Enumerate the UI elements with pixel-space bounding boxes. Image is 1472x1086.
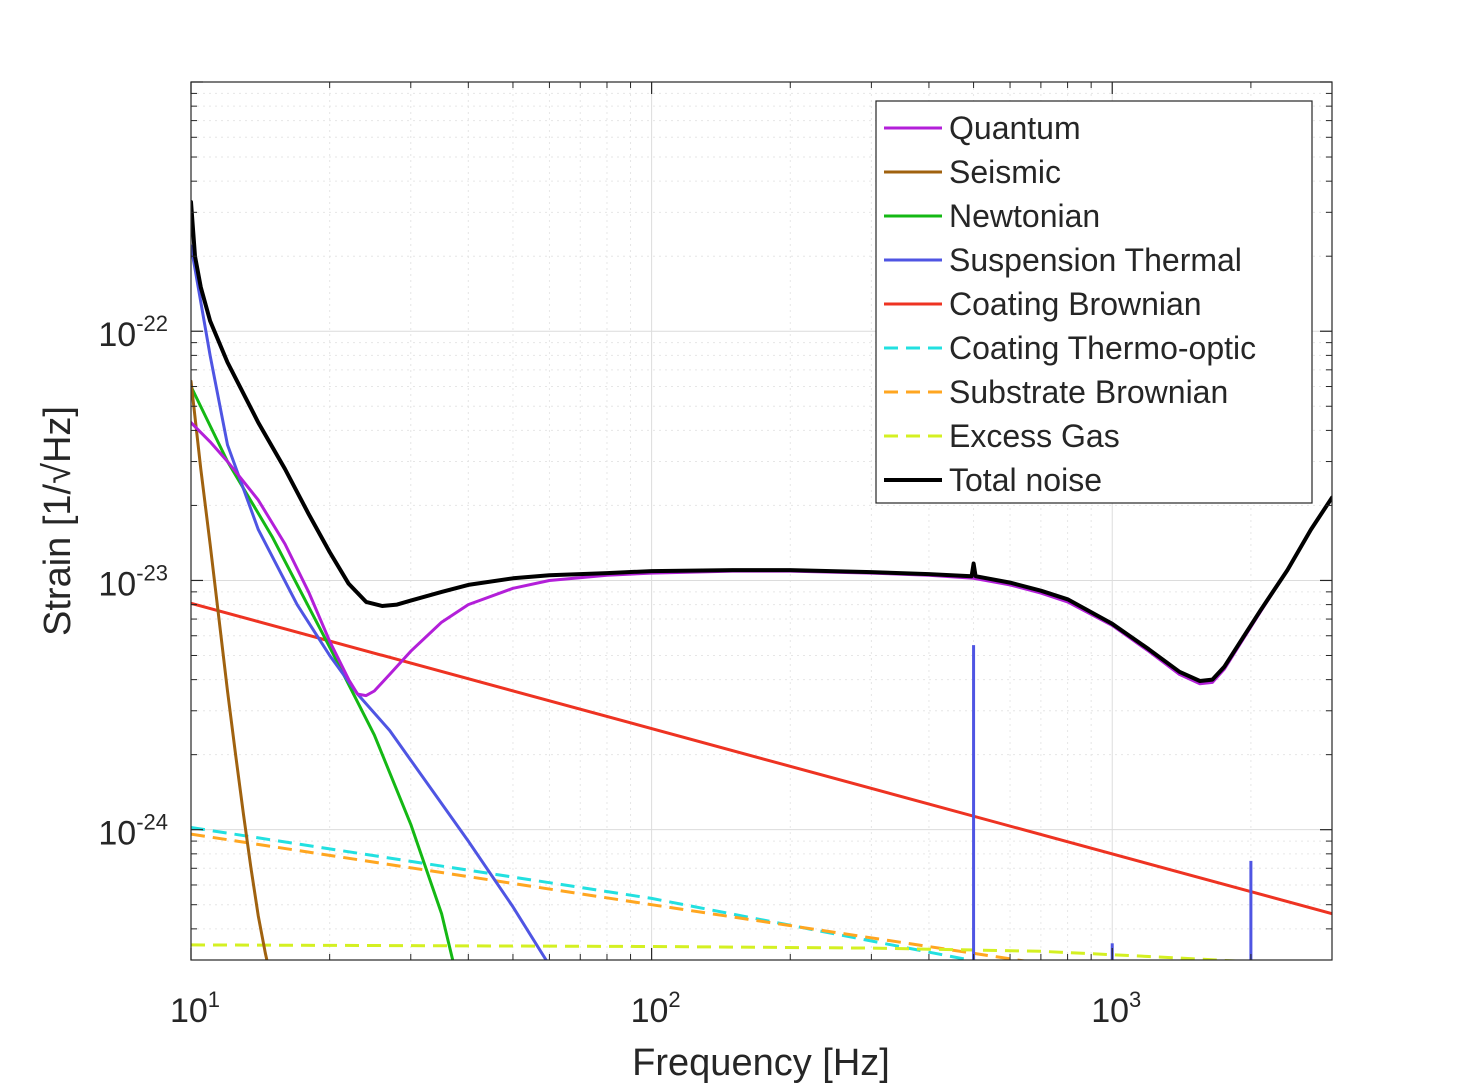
- series-excess-gas: [191, 943, 1246, 960]
- legend-label: Suspension Thermal: [949, 242, 1242, 278]
- y-tick-label: 10-23: [98, 560, 168, 603]
- series-suspension-thermal: [191, 244, 548, 960]
- legend-label: Newtonian: [949, 198, 1100, 234]
- x-tick-label: 103: [1091, 987, 1141, 1030]
- minor-grid: [191, 82, 1333, 961]
- legend-label: Total noise: [949, 462, 1102, 498]
- series-coating-thermo-optic: [191, 826, 970, 960]
- series-layer: [191, 200, 1332, 960]
- x-tick-label: 101: [170, 987, 220, 1030]
- legend-label: Excess Gas: [949, 418, 1120, 454]
- series-coating-brownian: [191, 601, 1332, 916]
- plot-frame: [190, 81, 1333, 961]
- legend-label: Coating Thermo-optic: [949, 330, 1256, 366]
- legend-label: Quantum: [949, 110, 1081, 146]
- series-seismic: [191, 379, 269, 960]
- y-axis-label: Strain [1/√Hz]: [37, 406, 79, 636]
- series-total-noise: [191, 200, 1332, 683]
- legend-box: [875, 100, 1313, 504]
- legend: Quantum Seismic Newtonian Suspension Therma…: [875, 100, 1313, 504]
- series-newtonian: [191, 385, 455, 960]
- y-tick-label: 10-22: [98, 311, 168, 354]
- legend-label: Coating Brownian: [949, 286, 1202, 322]
- x-tick-label: 102: [631, 987, 681, 1030]
- axis-ticks: [190, 81, 1333, 961]
- legend-label: Seismic: [949, 154, 1061, 190]
- legend-label: Substrate Brownian: [949, 374, 1228, 410]
- x-axis-label: Frequency [Hz]: [632, 1042, 890, 1084]
- tick-labels: 101 102 103 10-24 10-23 10-22: [98, 311, 1141, 1030]
- y-tick-label: 10-24: [98, 810, 168, 853]
- series-substrate-brownian: [191, 832, 1028, 960]
